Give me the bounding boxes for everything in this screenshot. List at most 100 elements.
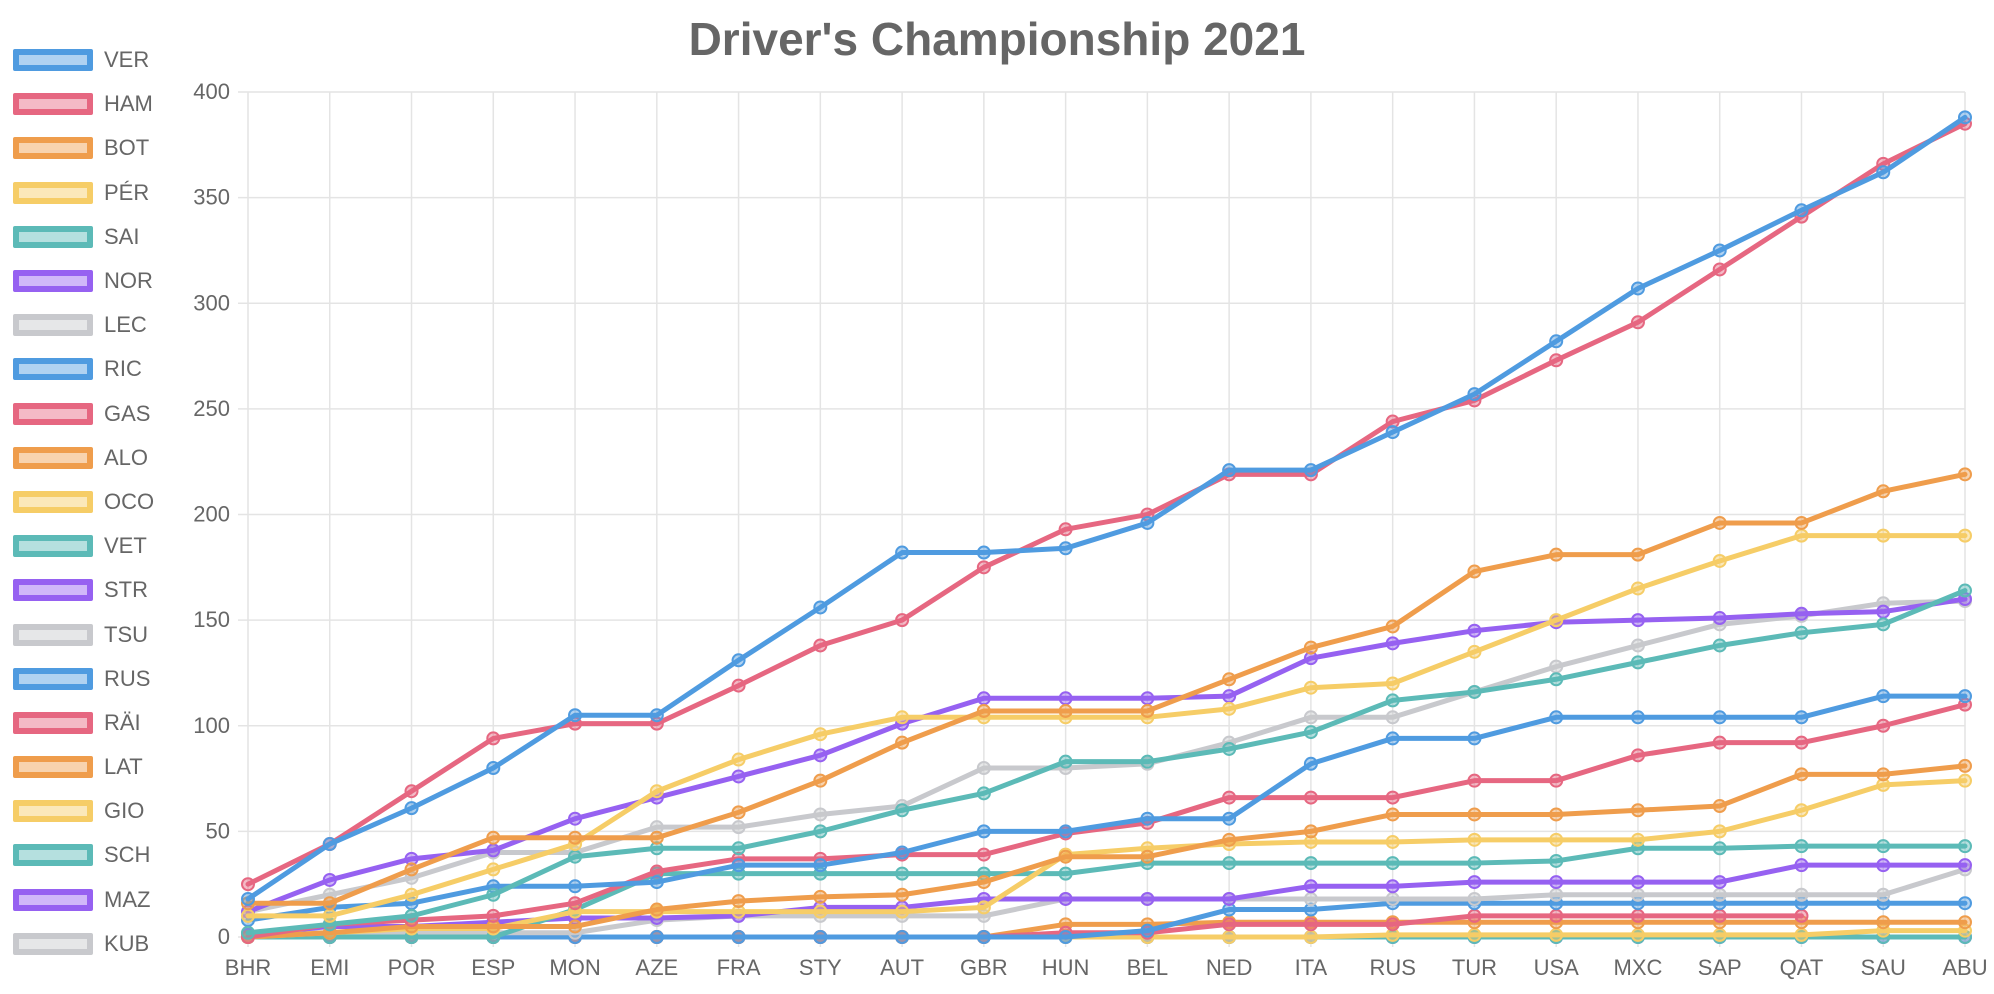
series-line	[245, 598, 1968, 915]
legend-item-kub[interactable]: KUB	[13, 922, 183, 966]
data-point	[1222, 891, 1237, 906]
x-tick-label: ESP	[471, 955, 515, 980]
legend-item-oco[interactable]: OCO	[13, 480, 183, 524]
legend-item-sai[interactable]: SAI	[13, 215, 183, 259]
x-tick-label: MXC	[1614, 955, 1663, 980]
data-point	[1549, 875, 1564, 890]
chart-title: Driver's Championship 2021	[688, 13, 1306, 65]
legend-item-tsu[interactable]: TSU	[13, 612, 183, 656]
data-point	[1467, 387, 1482, 402]
legend-item-räi[interactable]: RÄI	[13, 701, 183, 745]
legend-item-str[interactable]: STR	[13, 568, 183, 612]
data-point	[241, 877, 255, 892]
data-point	[813, 727, 828, 742]
data-point	[1630, 581, 1645, 596]
data-point	[1712, 887, 1727, 902]
legend-swatch	[13, 535, 93, 558]
data-point	[1385, 693, 1400, 708]
legend-item-maz[interactable]: MAZ	[13, 878, 183, 922]
data-point	[1958, 773, 1972, 788]
legend-swatch	[13, 844, 93, 867]
x-tick-label: QAT	[1780, 955, 1824, 980]
legend-swatch	[13, 579, 93, 602]
data-point	[1876, 484, 1891, 499]
data-point	[1630, 638, 1645, 653]
data-point	[895, 930, 910, 944]
data-point	[649, 708, 664, 723]
legend-item-vet[interactable]: VET	[13, 524, 183, 568]
data-point	[1876, 617, 1891, 632]
data-point	[1222, 689, 1237, 704]
data-point	[1549, 659, 1564, 674]
data-point	[1958, 528, 1972, 543]
chart-legend: VER HAM BOT PÉR SAI NOR LEC RIC GAS ALO OCO VET STR T…	[13, 38, 183, 966]
data-point	[1712, 638, 1727, 653]
data-point	[1549, 832, 1564, 847]
data-point	[1630, 887, 1645, 902]
data-point	[813, 748, 828, 763]
data-point	[1630, 908, 1645, 923]
data-point	[1958, 858, 1972, 873]
data-point	[731, 653, 746, 668]
legend-item-ham[interactable]: HAM	[13, 82, 183, 126]
legend-item-ver[interactable]: VER	[13, 38, 183, 82]
data-point	[1630, 547, 1645, 562]
data-point	[895, 735, 910, 750]
data-point	[1712, 824, 1727, 839]
legend-swatch	[13, 181, 93, 204]
data-point	[1140, 923, 1155, 938]
legend-item-nor[interactable]: NOR	[13, 259, 183, 303]
legend-item-lec[interactable]: LEC	[13, 303, 183, 347]
legend-item-lat[interactable]: LAT	[13, 745, 183, 789]
data-point	[1385, 879, 1400, 894]
data-point	[1303, 879, 1318, 894]
data-point	[1549, 773, 1564, 788]
data-point	[731, 858, 746, 873]
series-line	[245, 588, 1968, 936]
legend-swatch	[13, 667, 93, 690]
legend-item-sch[interactable]: SCH	[13, 833, 183, 877]
data-point	[895, 803, 910, 818]
data-point	[1549, 710, 1564, 725]
data-point	[241, 891, 255, 906]
legend-item-rus[interactable]: RUS	[13, 657, 183, 701]
legend-item-gas[interactable]: GAS	[13, 392, 183, 436]
data-point	[1794, 735, 1809, 750]
data-point	[895, 866, 910, 881]
data-point	[1794, 858, 1809, 873]
data-point	[568, 708, 583, 723]
legend-item-ric[interactable]: RIC	[13, 347, 183, 391]
data-point	[1385, 856, 1400, 871]
data-point	[1794, 528, 1809, 543]
data-point	[813, 824, 828, 839]
legend-item-alo[interactable]: ALO	[13, 436, 183, 480]
data-point	[1467, 856, 1482, 871]
data-point	[1467, 773, 1482, 788]
data-point	[649, 841, 664, 856]
data-point	[404, 862, 419, 877]
legend-label: SCH	[104, 842, 151, 868]
data-point	[404, 801, 419, 816]
legend-label: LEC	[104, 312, 147, 338]
data-point	[731, 752, 746, 767]
data-point	[1876, 915, 1891, 930]
data-point	[404, 908, 419, 923]
data-point	[1549, 853, 1564, 868]
data-point	[1385, 425, 1400, 440]
series-nor	[241, 592, 1972, 919]
data-point	[1467, 927, 1482, 942]
data-point	[1630, 655, 1645, 670]
legend-label: RIC	[104, 356, 142, 382]
legend-item-bot[interactable]: BOT	[13, 126, 183, 170]
data-point	[813, 904, 828, 919]
data-point	[976, 824, 991, 839]
legend-item-gio[interactable]: GIO	[13, 789, 183, 833]
data-point	[404, 887, 419, 902]
legend-item-pér[interactable]: PÉR	[13, 171, 183, 215]
data-point	[1303, 790, 1318, 805]
data-point	[1467, 731, 1482, 746]
data-point	[1630, 832, 1645, 847]
legend-swatch	[13, 137, 93, 160]
series-line	[245, 471, 1968, 906]
